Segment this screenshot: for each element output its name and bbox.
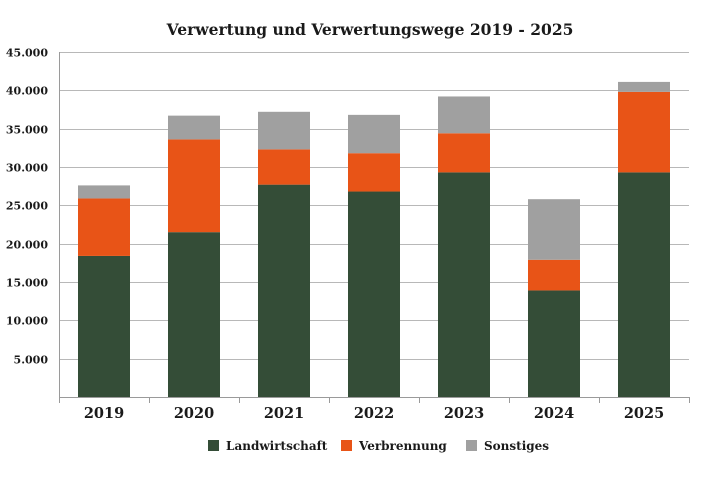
bar-segment-verbrennung-2024 xyxy=(528,259,580,291)
axes xyxy=(59,52,690,403)
y-tick-label: 35.000 xyxy=(6,124,48,137)
y-axis-tick-labels: 5.000 10.000 15.000 20.000 25.000 30.000 35.00… xyxy=(6,47,48,367)
bar-segment-sonstiges-2023 xyxy=(438,96,490,134)
bar-segment-sonstiges-2020 xyxy=(168,115,220,140)
x-tick-label: 2019 xyxy=(84,405,124,422)
bar-segment-landwirtschaft-2024 xyxy=(528,290,580,397)
bar-segment-sonstiges-2025 xyxy=(618,81,670,92)
legend-swatch-sonstiges xyxy=(466,440,477,451)
x-axis-tick-labels: 2019 2020 2021 2022 2023 2024 2025 xyxy=(84,405,664,422)
bar-segment-landwirtschaft-2022 xyxy=(348,191,400,397)
bar-segment-verbrennung-2022 xyxy=(348,153,400,192)
x-tick-label: 2021 xyxy=(264,405,304,422)
bar-segment-sonstiges-2021 xyxy=(258,111,310,150)
bar-segment-landwirtschaft-2019 xyxy=(78,255,130,397)
x-tick-label: 2020 xyxy=(174,405,214,422)
bar-segment-sonstiges-2022 xyxy=(348,114,400,154)
legend-label-verbrennung: Verbrennung xyxy=(358,439,447,453)
bar-segment-verbrennung-2020 xyxy=(168,139,220,233)
x-tick-label: 2022 xyxy=(354,405,394,422)
legend-swatch-verbrennung xyxy=(341,440,352,451)
legend-label-landwirtschaft: Landwirtschaft xyxy=(226,439,328,453)
y-tick-label: 5.000 xyxy=(14,354,49,367)
bar-segment-verbrennung-2021 xyxy=(258,149,310,185)
bar-segment-landwirtschaft-2023 xyxy=(438,172,490,397)
legend: Landwirtschaft Verbrennung Sonstiges xyxy=(208,439,549,453)
y-tick-label: 30.000 xyxy=(6,162,48,175)
y-tick-label: 40.000 xyxy=(6,85,48,98)
y-tick-label: 20.000 xyxy=(6,239,48,252)
x-tick-label: 2024 xyxy=(534,405,574,422)
legend-label-sonstiges: Sonstiges xyxy=(484,439,549,453)
y-tick-label: 10.000 xyxy=(6,315,48,328)
bar-segment-verbrennung-2019 xyxy=(78,198,130,256)
bar-segment-landwirtschaft-2025 xyxy=(618,172,670,397)
bar-segment-sonstiges-2024 xyxy=(528,199,580,260)
y-tick-label: 15.000 xyxy=(6,277,48,290)
bars xyxy=(78,81,670,397)
bar-segment-verbrennung-2025 xyxy=(618,91,670,173)
y-tick-label: 25.000 xyxy=(6,200,48,213)
bar-segment-landwirtschaft-2020 xyxy=(168,232,220,397)
bar-segment-verbrennung-2023 xyxy=(438,133,490,173)
bar-segment-landwirtschaft-2021 xyxy=(258,184,310,397)
y-tick-label: 45.000 xyxy=(6,47,48,60)
bar-segment-sonstiges-2019 xyxy=(78,185,130,199)
chart-title: Verwertung und Verwertungswege 2019 - 20… xyxy=(166,20,574,39)
x-tick-label: 2025 xyxy=(624,405,664,422)
legend-swatch-landwirtschaft xyxy=(208,440,219,451)
x-tick-label: 2023 xyxy=(444,405,484,422)
